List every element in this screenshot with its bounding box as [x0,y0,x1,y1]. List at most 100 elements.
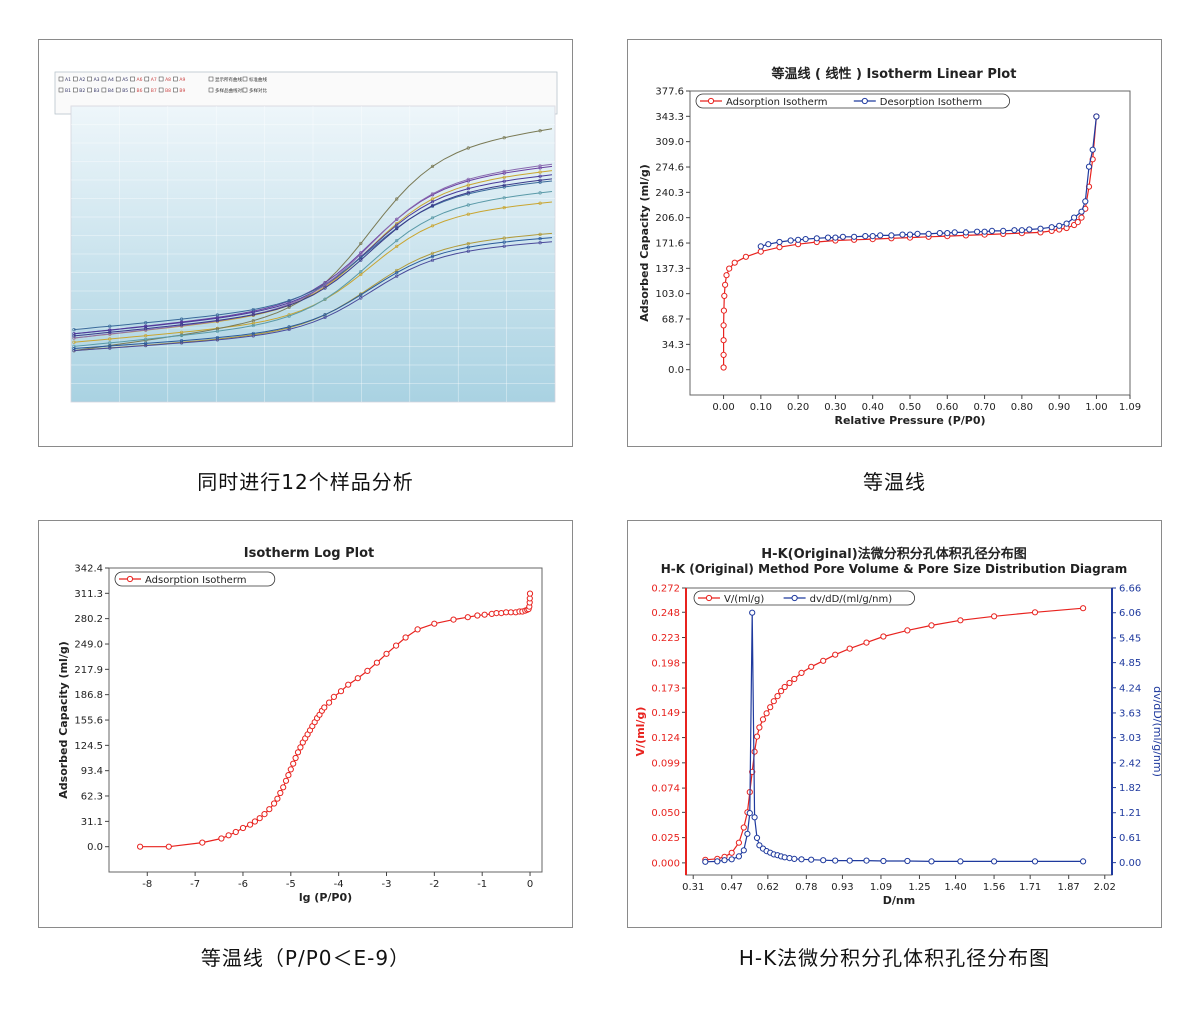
sample-point [180,341,184,345]
data-point [731,259,738,266]
data-point [808,856,815,863]
sample-point [359,272,363,277]
y-tick-label: 249.0 [74,640,103,651]
legend-item: B3 [94,88,100,94]
data-point [526,590,534,597]
sample-point [108,330,112,334]
legend-option: 多样品曲线对比 [215,87,247,94]
y-axis-label: Adsorbed Capacity (ml/g) [638,164,651,321]
sample-point [359,258,363,262]
sample-point [180,321,184,325]
legend-box [114,571,276,587]
y-tick-label: 0.000 [651,858,680,869]
data-point [225,832,232,839]
legend-checkbox [73,87,78,93]
sample-point [395,274,399,278]
legend-checkbox [115,87,121,93]
data-point [474,612,481,619]
data-point [1031,609,1039,616]
sample-point [287,325,291,329]
data-point [345,681,352,688]
sample-curve [73,178,553,337]
legend-item: A6 [137,77,143,83]
data-point [247,821,254,828]
data-point [928,858,935,865]
data-point [274,795,281,802]
data-point [880,857,887,865]
data-point [720,307,728,314]
data-point [751,748,758,755]
x-tick-label: 1.25 [908,882,930,893]
sample-point [323,286,327,290]
y-tick-label: 0.173 [651,684,680,695]
y-tick-label: 0.223 [651,633,680,644]
y-right-tick-label: 3.63 [1119,708,1141,719]
sample-point [144,337,148,341]
sample-point [108,324,112,328]
x-tick-label: 0.10 [750,402,772,413]
data-point [337,688,345,695]
data-point [287,766,294,773]
data-point [776,244,783,251]
x-tick-label: 1.09 [1119,402,1141,413]
data-point [1037,225,1044,232]
legend-item: A3 [94,77,100,83]
x-tick-label: 1.40 [944,882,966,893]
legend-swatch-marker [707,97,715,105]
sample-point [144,341,148,346]
legend-swatch-marker [861,97,868,105]
data-point [824,234,832,241]
multi-sample-chart: A1 A2 A3 A4 A5 A6 A7 A8 A9 B1 B2 B3 B4 B5 B6 B7 B8 B9 显示所有… [54,71,558,403]
data-point [904,627,911,634]
data-point [813,235,820,242]
data-point [808,663,815,670]
data-point [414,626,421,633]
data-point [791,675,798,683]
data-point [165,843,172,850]
sample-point [430,192,435,196]
sample-point [108,328,112,332]
legend-checkbox [144,76,150,82]
legend-item: A7 [151,77,157,83]
data-point [714,858,721,865]
sample-point [323,313,327,317]
y-tick-label: 0.025 [651,833,680,844]
data-point [928,622,935,629]
sample-point [359,296,363,300]
data-point [383,650,390,657]
y-right-axis-label: dv/dD/(ml/g/nm) [1151,686,1161,777]
y-tick-label: 103.0 [655,289,684,300]
sample-point [502,136,506,140]
sample-point [466,177,470,181]
data-point [770,698,777,705]
option-checkbox [242,76,248,82]
sample-point [430,224,435,228]
data-point [402,634,409,641]
data-point [285,772,292,779]
sample-point [287,303,291,307]
data-point [393,642,400,649]
sample-point [430,204,435,208]
sample-point [538,201,542,205]
y-tick-label: 0.149 [651,708,680,719]
legend-box [695,93,1011,109]
y-right-tick-label: 0.61 [1119,833,1141,844]
sample-point [72,340,76,344]
x-tick-label: 0.78 [795,882,817,893]
sample-point [430,216,435,220]
sample-point [144,344,148,348]
data-point [776,238,783,246]
sample-point [144,334,148,338]
data-point [1031,858,1039,865]
chart-title: 等温线 ( 线性 ) Isotherm Linear Plot [771,66,1017,82]
sample-point [287,299,291,303]
data-point [326,699,333,706]
y-right-tick-label: 6.06 [1119,608,1141,619]
legend-item: A5 [122,77,128,83]
x-tick-label: 0.62 [757,882,779,893]
sample-point [108,346,112,350]
data-point [832,234,839,241]
sample-point [395,244,399,248]
sample-point [72,328,76,332]
